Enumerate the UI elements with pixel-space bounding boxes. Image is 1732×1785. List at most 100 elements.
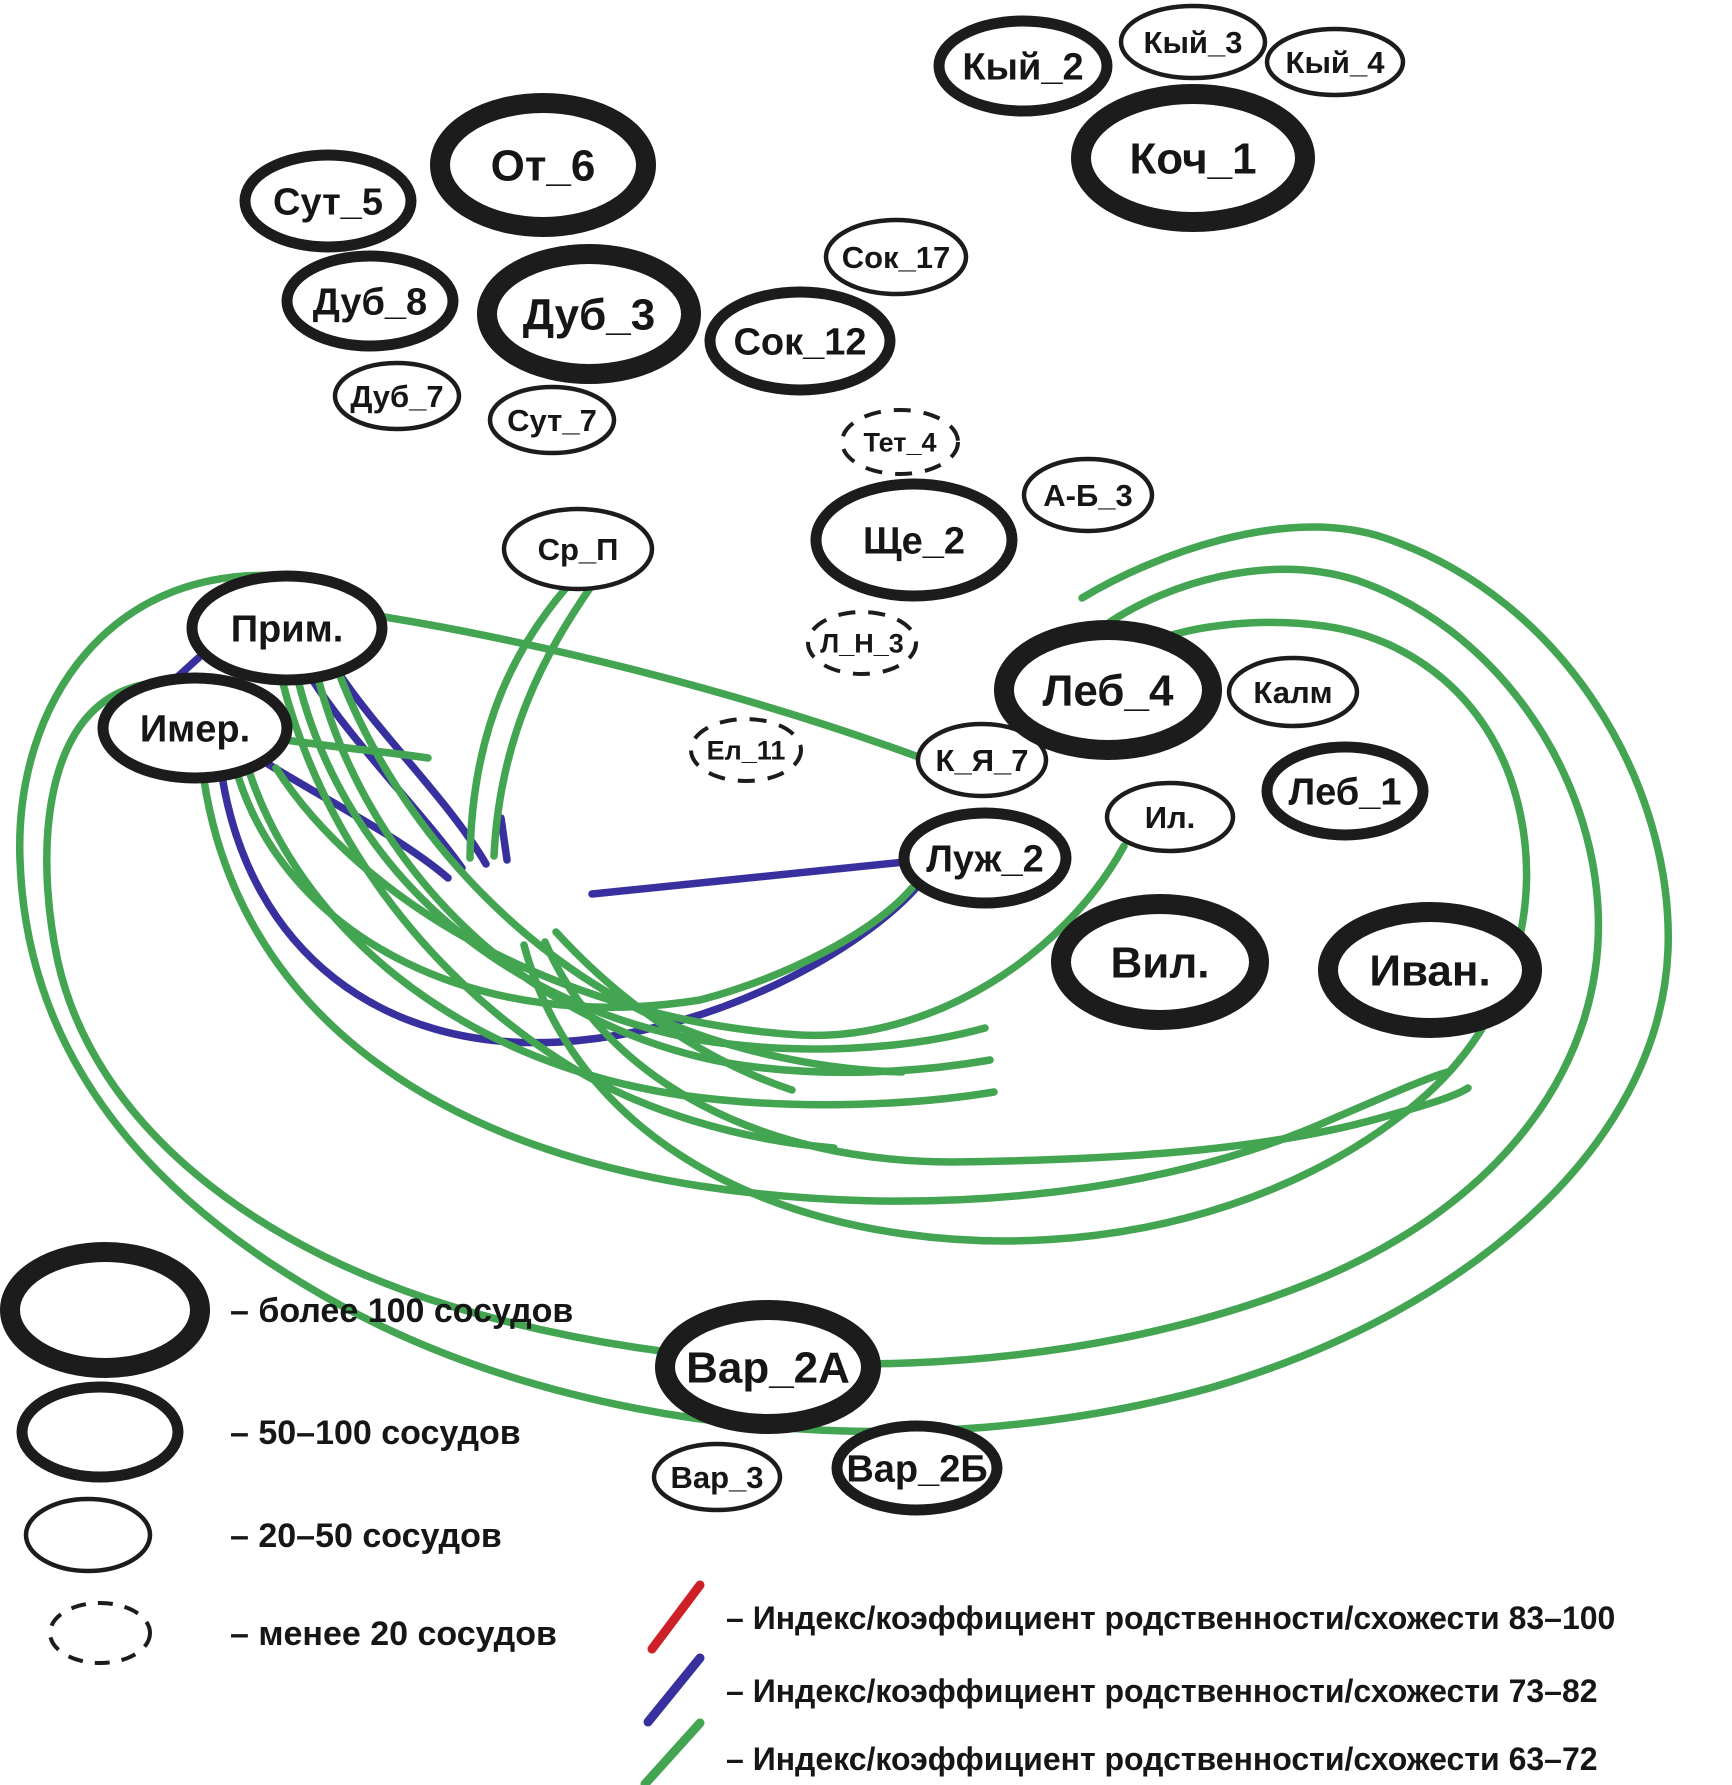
node-Кый_3: Кый_3	[1118, 3, 1268, 81]
legend-size-item: – 50–100 сосудов	[16, 1381, 521, 1483]
node-Вил.: Вил.	[1051, 894, 1269, 1030]
node-Имер.: Имер.	[97, 672, 293, 784]
node-label: Прим.	[231, 608, 344, 650]
node-label: Коч_1	[1129, 134, 1256, 183]
node-label: Ще_2	[863, 520, 965, 562]
node-Ср_П: Ср_П	[501, 506, 655, 592]
node-Прим.: Прим.	[186, 570, 388, 686]
node-ellipse	[689, 717, 803, 783]
node-ellipse	[1264, 26, 1406, 98]
node-ellipse	[477, 244, 701, 384]
edge-Имер.-Луж_2	[234, 772, 916, 1011]
node-label: Калм	[1253, 675, 1332, 710]
node-ellipse	[501, 506, 655, 592]
node-ellipse	[1071, 84, 1315, 232]
edge-Имер.-Леб_4	[43, 565, 1603, 1368]
node-Леб_4: Леб_4	[994, 620, 1222, 760]
node-ellipse	[994, 620, 1222, 760]
node-Ще_2: Ще_2	[810, 478, 1018, 602]
node-label: От_6	[491, 141, 596, 190]
legend-size-swatch	[48, 1601, 152, 1665]
edge-Прим.-Луж_2	[336, 672, 906, 1076]
node-ellipse	[1261, 741, 1429, 841]
node-label: Луж_2	[926, 838, 1043, 880]
node-К_Я_7: К_Я_7	[915, 721, 1049, 799]
node-label: Леб_1	[1288, 771, 1401, 813]
edge-Имер.-Вил.	[246, 770, 998, 1109]
node-Дуб_3: Дуб_3	[477, 244, 701, 384]
node-Ел_11: Ел_11	[689, 717, 803, 783]
edge-ВП_1-ВП_2	[497, 814, 511, 864]
node-label: Кый_3	[1144, 25, 1243, 60]
node-От_6: От_6	[430, 93, 656, 237]
node-ellipse	[898, 807, 1072, 909]
node-Луж_2: Луж_2	[898, 807, 1072, 909]
node-ellipse	[186, 570, 388, 686]
node-А-Б_3: А-Б_3	[1021, 456, 1155, 534]
node-ellipse	[97, 672, 293, 784]
node-Дуб_8: Дуб_8	[281, 250, 459, 352]
node-Л_Н_3: Л_Н_3	[806, 610, 918, 676]
node-label: Дуб_8	[313, 281, 427, 323]
legend-size-item: – менее 20 сосудов	[48, 1601, 557, 1665]
legend-size-swatch	[0, 1242, 210, 1378]
node-label: Кый_4	[1286, 45, 1386, 80]
edge-Ср_П-ВП_2	[466, 584, 570, 862]
node-ellipse	[655, 1300, 881, 1434]
node-label: Вил.	[1111, 938, 1210, 987]
edge-Прим.-ВП_2	[334, 668, 490, 868]
legend-line-label: – Индекс/коэффициент родственности/схоже…	[726, 1600, 1615, 1636]
legend: – более 100 сосудов – 50–100 сосудов – 20–…	[0, 1242, 1615, 1785]
legend-line-item: – Индекс/коэффициент родственности/схоже…	[640, 1718, 1598, 1785]
node-label: Ил.	[1145, 800, 1196, 835]
legend-size-label: – 50–100 сосудов	[230, 1414, 521, 1452]
node-ellipse	[933, 15, 1113, 117]
node-ellipse	[806, 610, 918, 676]
node-Леб_1: Леб_1	[1261, 741, 1429, 841]
node-label: Имер.	[140, 708, 250, 750]
edge-ВП_2-Луж_2	[588, 858, 909, 898]
node-ellipse	[915, 721, 1049, 799]
node-ellipse	[1021, 456, 1155, 534]
node-ellipse	[1104, 780, 1236, 854]
node-label: Дуб_3	[523, 290, 655, 339]
edge-Ср_П-ВП_2	[490, 584, 594, 860]
legend-size-item: – более 100 сосудов	[0, 1242, 573, 1378]
node-Сут_5: Сут_5	[239, 149, 417, 253]
node-ellipse	[430, 93, 656, 237]
legend-line-item: – Индекс/коэффициент родственности/схоже…	[643, 1653, 1598, 1727]
node-label: Л_Н_3	[820, 628, 904, 658]
node-label: Вар_2А	[686, 1343, 850, 1392]
legend-line-label: – Индекс/коэффициент родственности/схоже…	[726, 1673, 1598, 1709]
legend-line-swatch	[643, 1653, 705, 1727]
node-label: Сок_12	[733, 321, 866, 363]
node-ellipse	[840, 408, 960, 476]
node-label: Ел_11	[707, 735, 786, 765]
node-Вар_3: Вар_3	[651, 1441, 783, 1513]
legend-size-swatch	[16, 1381, 184, 1483]
edge-Прим.-Вил.	[294, 676, 989, 1053]
node-Тет_4: Тет_4	[840, 408, 960, 476]
node-ellipse	[831, 1420, 1003, 1516]
node-label: Тет_4	[863, 427, 936, 457]
node-label: Сут_5	[273, 181, 383, 223]
node-Коч_1: Коч_1	[1071, 84, 1315, 232]
node-ellipse	[651, 1441, 783, 1513]
edges-layer	[16, 523, 1672, 1436]
node-Сок_17: Сок_17	[823, 217, 969, 297]
node-Дуб_7: Дуб_7	[332, 360, 462, 432]
edge-ВП_2-Иван.	[541, 938, 1472, 1166]
legend-size-label: – менее 20 сосудов	[230, 1615, 557, 1653]
edge-Прим.-Леб_4	[16, 523, 1672, 1436]
legend-line-item: – Индекс/коэффициент родственности/схоже…	[647, 1580, 1615, 1654]
node-ellipse	[810, 478, 1018, 602]
node-ellipse	[332, 360, 462, 432]
node-ellipse	[1318, 902, 1542, 1038]
legend-size-label: – более 100 сосудов	[230, 1292, 573, 1330]
node-label: Сут_7	[507, 403, 597, 438]
node-ellipse	[281, 250, 459, 352]
node-label: Вар_3	[670, 1460, 763, 1495]
node-label: Дуб_7	[350, 379, 443, 414]
legend-line-swatch	[640, 1718, 705, 1785]
